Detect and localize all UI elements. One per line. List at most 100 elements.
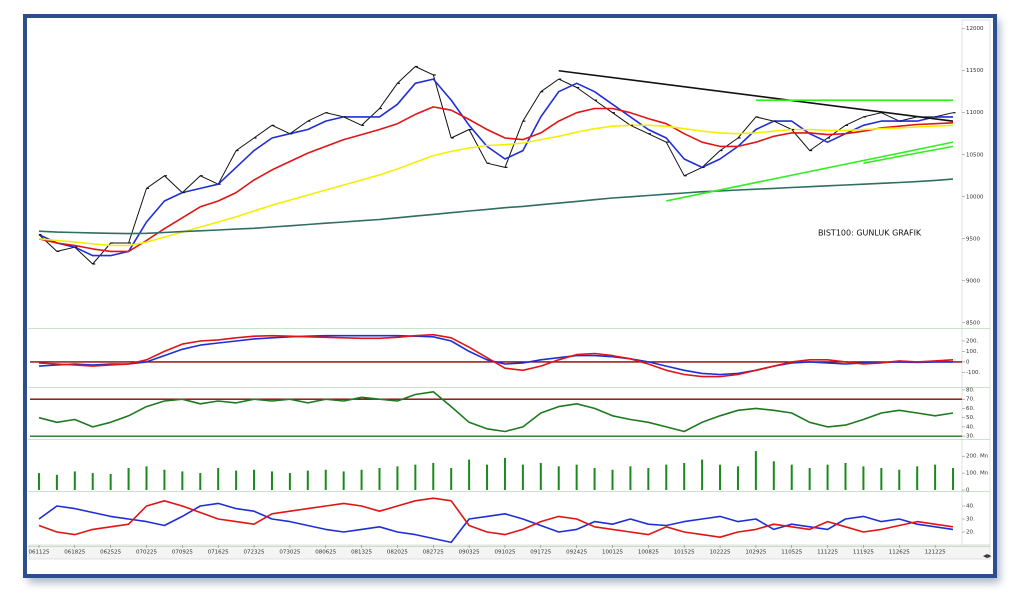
volume-bar: [324, 469, 327, 490]
x-tick-label: 090325: [459, 550, 480, 556]
volume-bar: [163, 469, 166, 490]
series-line: [38, 391, 954, 433]
x-tick-label: 112625: [889, 550, 910, 556]
y-tick-label: 8500: [966, 320, 980, 326]
x-tick-label: 111925: [853, 550, 874, 556]
y-tick-label: 30.: [966, 517, 975, 523]
y-tick-label: 60.: [966, 406, 975, 412]
volume-bar: [862, 466, 865, 490]
y-tick-label: 11000: [966, 110, 984, 116]
volume-bar: [647, 468, 650, 490]
volume-bar: [37, 473, 40, 490]
y-tick-label: 12000: [966, 26, 984, 32]
x-tick-label: 100825: [638, 550, 659, 556]
volume-bar: [665, 464, 668, 490]
x-tick-label: 101525: [674, 550, 695, 556]
volume-bar: [916, 466, 919, 490]
series-line: [38, 334, 953, 376]
y-tick-label: 200. Mn: [966, 454, 989, 460]
volume-bar: [342, 471, 345, 490]
series-line: [38, 497, 954, 538]
volume-bar: [772, 461, 775, 490]
volume-bar: [360, 469, 363, 490]
volume-bar: [396, 466, 399, 490]
frame: [23, 14, 997, 578]
volume-bar: [539, 462, 542, 490]
x-tick-label: 081325: [351, 550, 372, 556]
volume-bar: [503, 457, 506, 490]
volume-bar: [486, 464, 489, 490]
volume-bar: [468, 459, 471, 490]
volume-bar: [629, 466, 632, 490]
y-tick-label: 80.: [966, 387, 975, 393]
x-tick-label: 062525: [100, 550, 121, 556]
volume-bar: [754, 451, 757, 490]
volume-bar: [91, 473, 94, 490]
volume-bar: [414, 464, 417, 490]
volume-bar: [127, 468, 130, 490]
x-tick-label: 102225: [710, 550, 731, 556]
volume-bar: [790, 464, 793, 490]
y-tick-label: 70.: [966, 397, 975, 403]
y-tick-label: 30.: [966, 434, 975, 440]
scroll-arrows[interactable]: ◀▶: [983, 554, 992, 560]
x-tick-label: 121225: [925, 550, 946, 556]
volume-bar: [145, 466, 148, 490]
volume-bar: [557, 466, 560, 490]
series-line: [38, 78, 953, 257]
y-tick-label: 10500: [966, 152, 984, 158]
volume-bar: [199, 473, 202, 490]
y-tick-label: 100. Mn: [966, 471, 989, 477]
volume-bar: [808, 468, 811, 490]
volume-bar: [55, 474, 58, 490]
x-tick-label: 072325: [244, 550, 265, 556]
volume-bar: [432, 462, 435, 490]
volume-bar: [844, 462, 847, 490]
x-tick-label: 091725: [530, 550, 551, 556]
x-tick-label: 071625: [208, 550, 229, 556]
volume-bar: [109, 473, 112, 490]
x-tick-label: 111225: [817, 550, 838, 556]
series-line: [38, 106, 954, 253]
y-tick-label: 40.: [966, 504, 975, 510]
x-tick-label: 082725: [423, 550, 444, 556]
series-line: [38, 502, 954, 544]
y-tick-label: 100.: [966, 349, 978, 355]
volume-bar: [898, 469, 901, 490]
y-tick-label: 10000: [966, 194, 984, 200]
volume-bar: [701, 459, 704, 490]
volume-bar: [934, 464, 937, 490]
y-tick-label: -100.: [966, 370, 980, 376]
volume-bar: [719, 464, 722, 490]
volume-bar: [378, 468, 381, 490]
x-tick-label: 091025: [494, 550, 515, 556]
y-tick-label: 40.: [966, 424, 975, 430]
x-tick-label: 110525: [781, 550, 802, 556]
y-tick-label: 0: [966, 488, 970, 494]
y-tick-label: 11500: [966, 68, 984, 74]
x-tick-label: 102925: [745, 550, 766, 556]
x-tick-label: 061825: [64, 550, 85, 556]
volume-bar: [270, 471, 273, 490]
value-axis-strip: [961, 19, 991, 546]
x-tick-label: 070925: [172, 550, 193, 556]
y-tick-label: 0: [966, 359, 970, 365]
volume-bar: [880, 468, 883, 490]
volume-bar: [235, 470, 238, 490]
volume-bar: [288, 473, 291, 490]
y-tick-label: 20.: [966, 530, 975, 536]
volume-bar: [826, 464, 829, 490]
volume-bar: [611, 469, 614, 490]
time-axis-strip: [28, 544, 991, 560]
y-tick-label: 50.: [966, 415, 975, 421]
x-tick-label: 070225: [136, 550, 157, 556]
trend-line: [666, 141, 954, 202]
series-line: [38, 66, 954, 265]
x-tick-label: 082025: [387, 550, 408, 556]
trend-line: [558, 69, 954, 122]
volume-bar: [593, 468, 596, 490]
volume-bar: [521, 464, 524, 490]
series-line: [38, 333, 954, 378]
volume-bar: [736, 466, 739, 490]
